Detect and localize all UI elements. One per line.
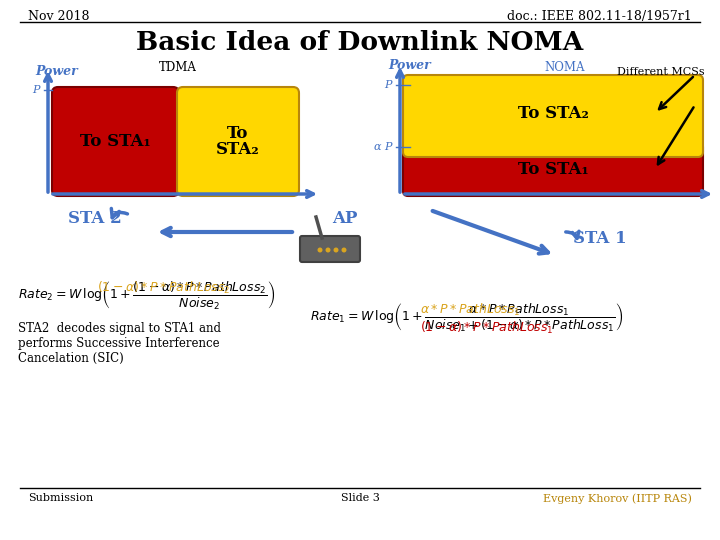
Text: Submission: Submission xyxy=(28,493,94,503)
Text: NOMA: NOMA xyxy=(545,61,585,74)
Text: P: P xyxy=(384,80,392,90)
Text: To STA₁: To STA₁ xyxy=(80,132,150,150)
FancyBboxPatch shape xyxy=(403,75,703,157)
Text: Different MCSs: Different MCSs xyxy=(617,67,705,77)
Text: AP: AP xyxy=(333,210,358,227)
Text: Power: Power xyxy=(388,59,431,72)
Text: α P: α P xyxy=(374,142,392,152)
Text: $Rate_2 = W\,\log\!\left(1 + \dfrac{(1-\alpha)*P*PathLoss_2}{Noise_2}\right)$: $Rate_2 = W\,\log\!\left(1 + \dfrac{(1-\… xyxy=(18,280,275,312)
Text: $(1-\alpha)*P*PathLoss_2$: $(1-\alpha)*P*PathLoss_2$ xyxy=(97,280,230,296)
Text: Basic Idea of Downlink NOMA: Basic Idea of Downlink NOMA xyxy=(136,30,584,55)
Circle shape xyxy=(318,247,323,253)
FancyBboxPatch shape xyxy=(403,142,703,196)
Text: STA 1: STA 1 xyxy=(573,230,627,247)
FancyBboxPatch shape xyxy=(300,236,360,262)
FancyBboxPatch shape xyxy=(177,87,299,196)
Text: P: P xyxy=(32,85,40,95)
Text: doc.: IEEE 802.11-18/1957r1: doc.: IEEE 802.11-18/1957r1 xyxy=(508,10,692,23)
Text: To: To xyxy=(228,125,248,143)
Text: Slide 3: Slide 3 xyxy=(341,493,379,503)
Text: STA₂: STA₂ xyxy=(216,141,260,159)
Circle shape xyxy=(333,247,338,253)
FancyBboxPatch shape xyxy=(52,87,179,196)
Text: Evgeny Khorov (IITP RAS): Evgeny Khorov (IITP RAS) xyxy=(543,493,692,504)
Text: $(1-\alpha)*P*PathLoss_1$: $(1-\alpha)*P*PathLoss_1$ xyxy=(420,320,554,336)
Text: To STA₂: To STA₂ xyxy=(518,105,588,122)
Text: STA2  decodes signal to STA1 and
performs Successive Interference
Cancelation (S: STA2 decodes signal to STA1 and performs… xyxy=(18,322,221,365)
Circle shape xyxy=(325,247,330,253)
Text: TDMA: TDMA xyxy=(159,61,197,74)
Circle shape xyxy=(341,247,346,253)
Text: Power: Power xyxy=(35,65,78,78)
Text: $Rate_1 = W\,\log\!\left(1 + \dfrac{\alpha*P*PathLoss_1}{Noise_1 + (1-\alpha)*P*: $Rate_1 = W\,\log\!\left(1 + \dfrac{\alp… xyxy=(310,302,623,334)
Text: $\alpha*P*PathLoss_1$: $\alpha*P*PathLoss_1$ xyxy=(420,302,521,318)
Text: Nov 2018: Nov 2018 xyxy=(28,10,89,23)
Text: To STA₁: To STA₁ xyxy=(518,160,588,178)
Text: STA 2: STA 2 xyxy=(68,210,122,227)
